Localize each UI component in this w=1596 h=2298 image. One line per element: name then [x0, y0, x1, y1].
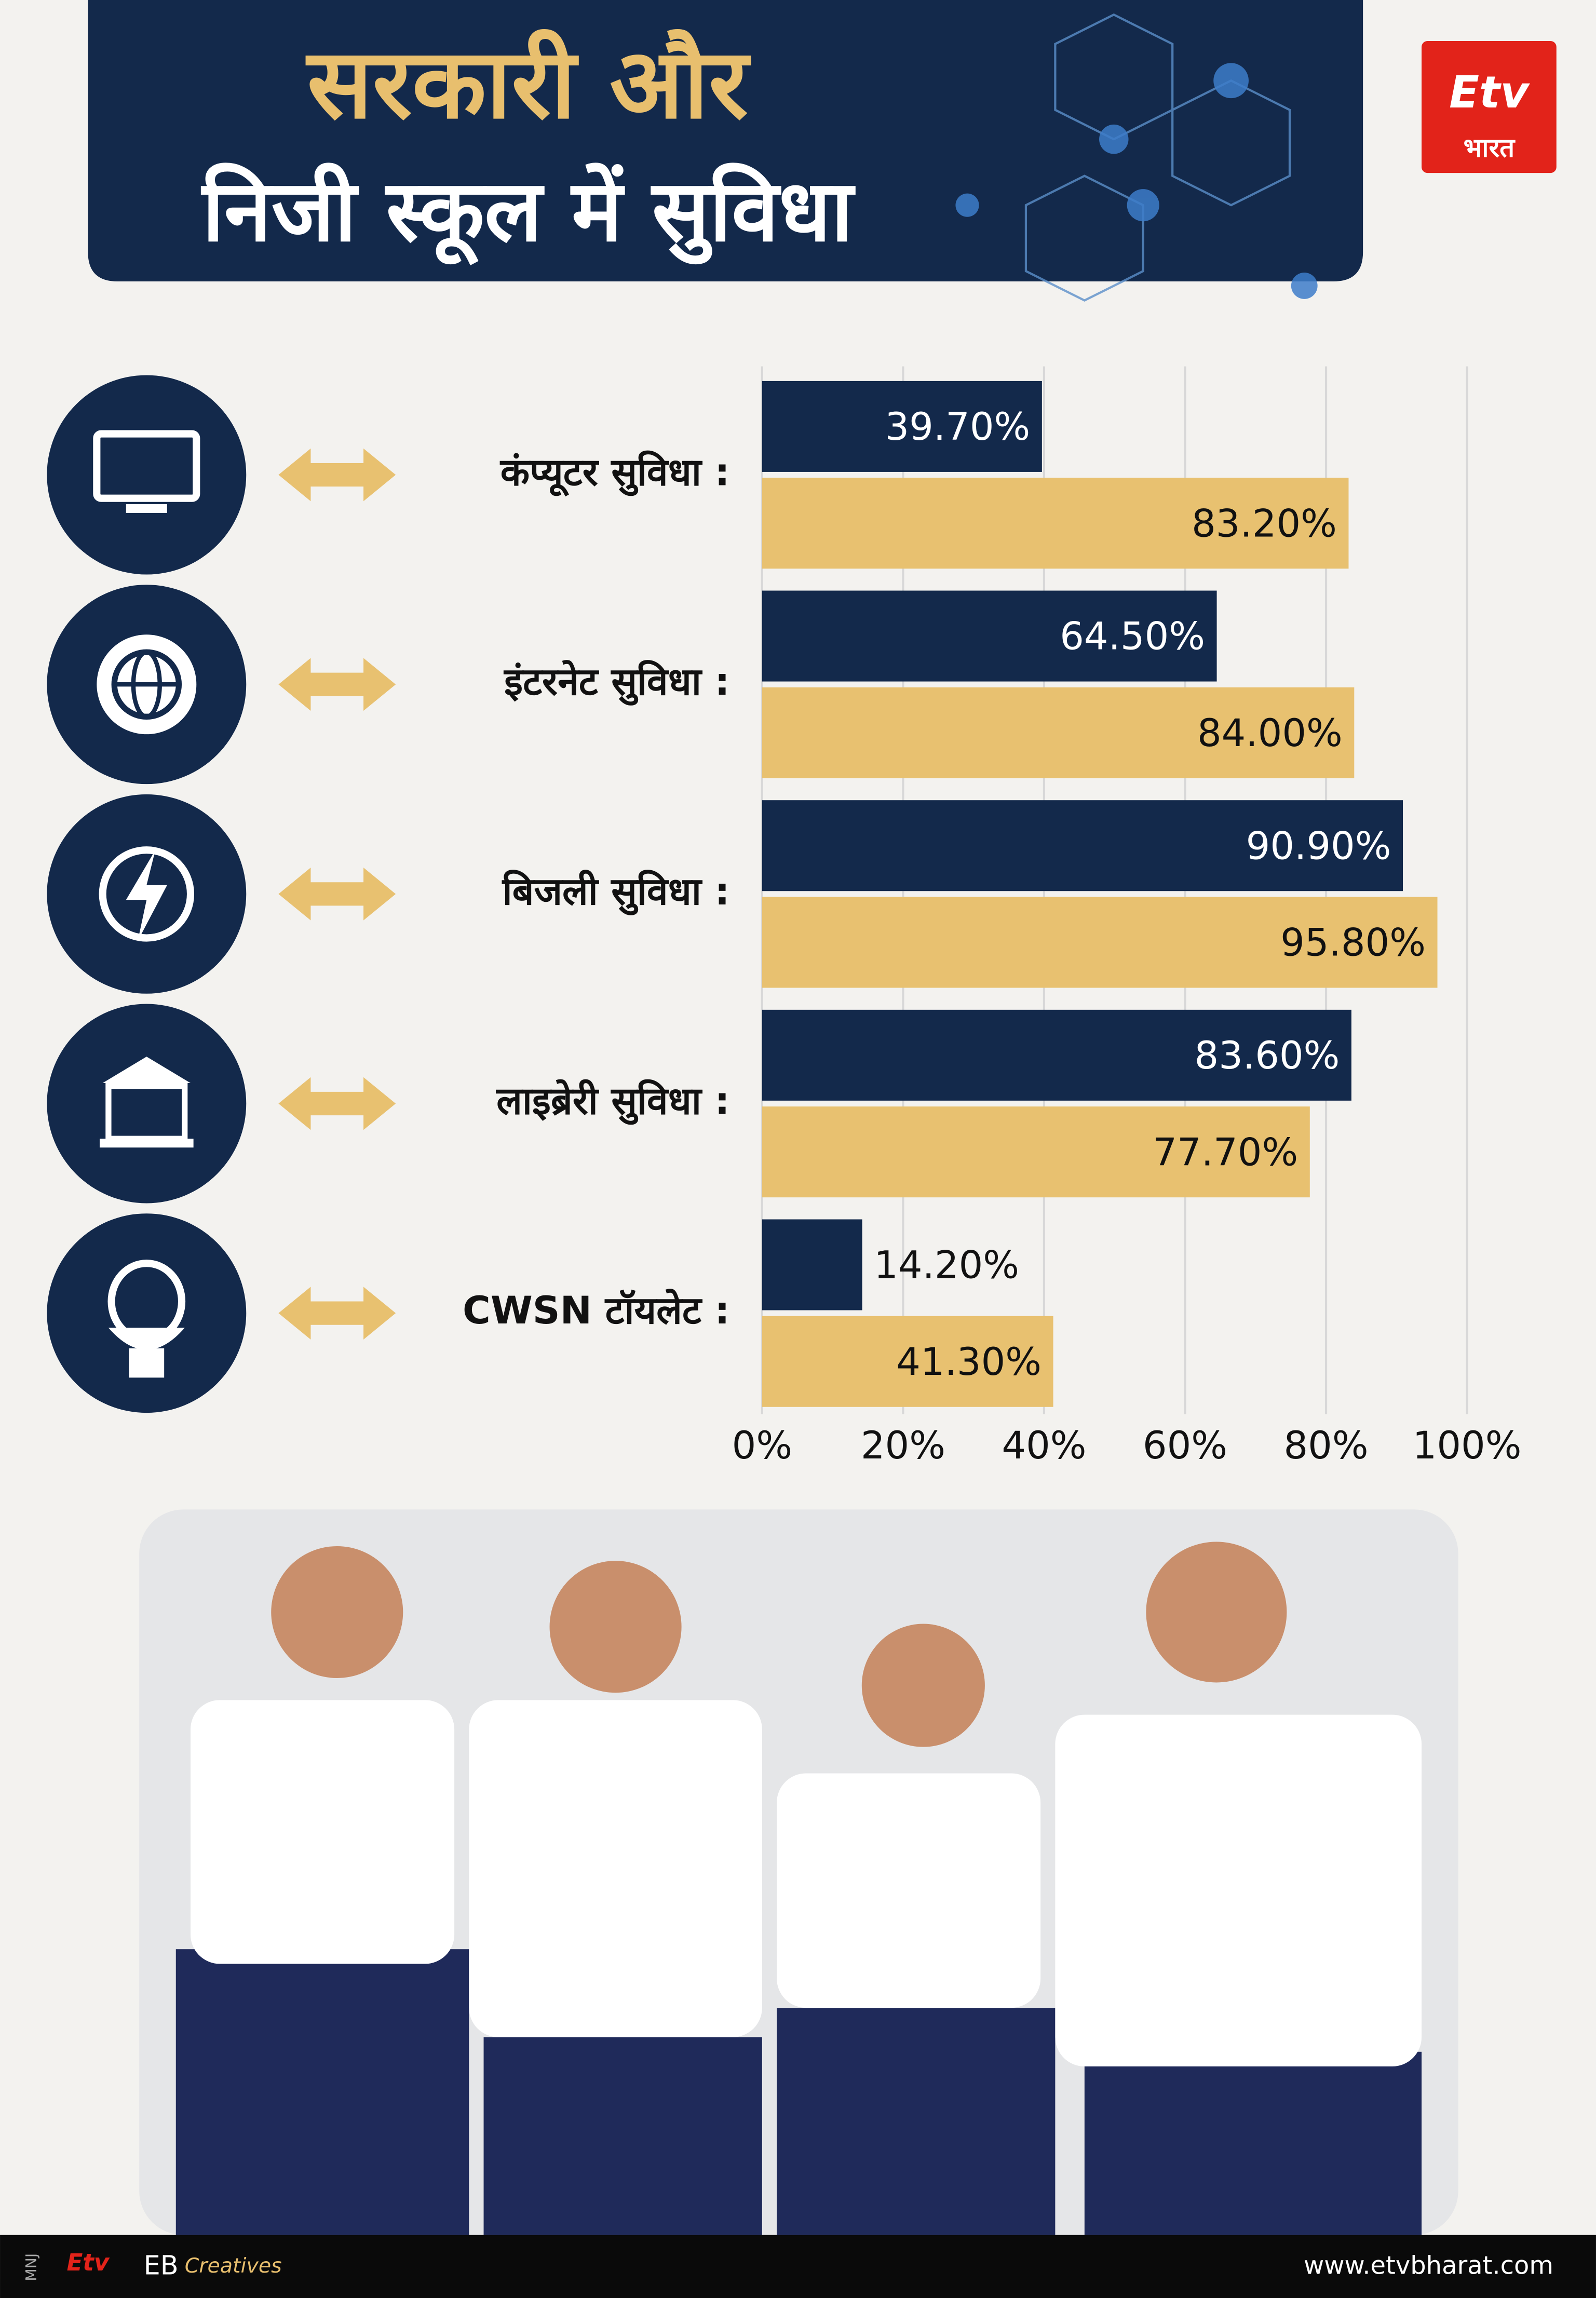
value-label: 14.20%	[874, 1243, 1019, 1288]
y-tick-label: बिजली सुविधा :	[502, 870, 730, 915]
double-arrow	[278, 868, 396, 921]
value-label: 64.50%	[1060, 615, 1205, 659]
category-icon	[99, 1057, 194, 1148]
website: www.etvbharat.com	[1304, 2251, 1553, 2280]
double-arrow	[278, 1287, 396, 1340]
title-box	[88, 0, 1363, 281]
y-tick-label: लाइब्रेरी सुविधा :	[495, 1079, 730, 1125]
category-icon-bg	[47, 1004, 247, 1204]
value-label: 83.60%	[1195, 1034, 1340, 1078]
logo-text: भारत	[1464, 132, 1516, 163]
x-tick-label: 20%	[861, 1424, 945, 1468]
bar	[762, 800, 1403, 891]
title: सरकारी और	[305, 28, 751, 140]
x-tick-label: 0%	[732, 1424, 792, 1468]
y-tick-label: इंटरनेट सुविधा :	[503, 660, 730, 706]
logo-box	[1422, 41, 1557, 173]
bar	[762, 1009, 1351, 1101]
footer-bar	[0, 2235, 1596, 2298]
category-icon-bg	[47, 1213, 247, 1413]
logo-mark: Etv	[1449, 66, 1530, 118]
footer-initials: MNJ	[23, 2253, 40, 2281]
y-tick-label: CWSN टॉयलेट :	[463, 1289, 730, 1333]
value-label: 77.70%	[1153, 1130, 1298, 1174]
bar	[762, 687, 1355, 778]
double-arrow	[278, 1077, 396, 1130]
bar	[762, 1106, 1310, 1198]
bar	[762, 478, 1349, 569]
x-tick-label: 40%	[1002, 1424, 1086, 1468]
value-label: 84.00%	[1197, 711, 1343, 755]
footer-creatives: Creatives	[185, 2254, 282, 2278]
value-label: 83.20%	[1192, 502, 1337, 546]
x-tick-label: 80%	[1283, 1424, 1368, 1468]
bar	[762, 1316, 1053, 1407]
value-label: 41.30%	[896, 1340, 1042, 1384]
bar-chart: 0% 20% 40% 60% 80% 100% कंप्यूटर सुविधा : 39.70…	[47, 366, 1522, 1468]
footer-brand: EB	[144, 2250, 179, 2281]
bar	[762, 1219, 862, 1310]
category-icon	[99, 846, 195, 942]
hexagon-dots	[955, 63, 1318, 299]
category-icon	[93, 430, 200, 513]
category-icon-bg	[47, 375, 247, 575]
y-tick-label: कंप्यूटर सुविधा :	[499, 451, 730, 497]
value-label: 39.70%	[885, 405, 1030, 449]
bar	[762, 897, 1438, 988]
x-tick-label: 100%	[1413, 1424, 1522, 1468]
value-label: 90.90%	[1246, 824, 1391, 868]
bar	[762, 381, 1042, 472]
subtitle: निजी स्कूल में सुविधा	[200, 161, 856, 266]
value-label: 95.80%	[1280, 921, 1426, 965]
bar	[762, 590, 1217, 682]
students-photo	[139, 1509, 1458, 2235]
footer-logo: Etv	[66, 2249, 110, 2276]
category-icon	[107, 1260, 186, 1378]
double-arrow	[278, 448, 396, 502]
double-arrow	[278, 658, 396, 711]
x-tick-label: 60%	[1143, 1424, 1227, 1468]
category-icon	[97, 634, 197, 735]
